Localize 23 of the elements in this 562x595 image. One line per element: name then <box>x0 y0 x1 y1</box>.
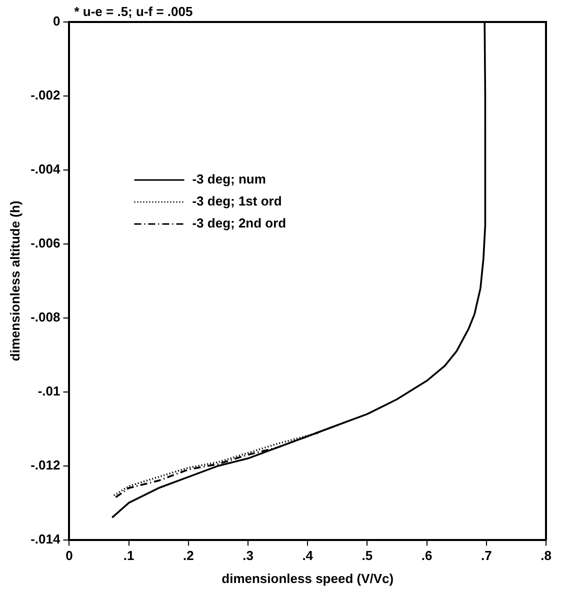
y-tick-label: 0 <box>52 14 60 29</box>
y-tick-label: -.002 <box>30 88 60 103</box>
text: * u-e = .5; u-f = .005 <box>74 4 193 20</box>
y-tick-label: -.004 <box>30 162 61 177</box>
y-tick-label: -.012 <box>30 457 60 472</box>
y-tick-label: -.01 <box>38 383 60 398</box>
legend-label: -3 deg; num <box>192 172 266 187</box>
x-tick-label: .7 <box>480 548 492 564</box>
legend-label: -3 deg; 1st ord <box>192 194 282 209</box>
y-tick-label: -.006 <box>30 235 60 250</box>
x-tick-label: .4 <box>302 548 314 564</box>
x-tick-label: .5 <box>362 548 373 564</box>
legend-label: -3 deg; 2nd ord <box>192 216 286 231</box>
x-tick-label: 0 <box>66 548 73 564</box>
x-tick-label: .3 <box>242 548 254 564</box>
x-tick-label: .1 <box>123 548 134 564</box>
x-tick-label: .6 <box>421 548 432 564</box>
y-axis-title: dimensionless altitude (h) <box>7 200 22 362</box>
x-tick-label: .2 <box>183 548 194 564</box>
x-axis-title: dimensionless speed (V/Vc) <box>222 570 394 586</box>
y-tick-label: -.008 <box>30 309 60 324</box>
x-tick-label: .8 <box>540 548 552 564</box>
y-tick-label: -.014 <box>30 531 61 546</box>
